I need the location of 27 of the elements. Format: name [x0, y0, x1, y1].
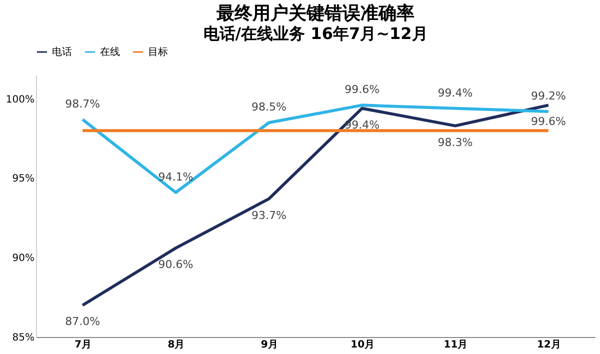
y-tick-label: 100% [6, 94, 34, 106]
x-tick-label: 10月 [350, 340, 375, 350]
x-tick-label: 9月 [260, 340, 278, 350]
data-label: 98.7% [65, 97, 100, 110]
legend-label: 目标 [148, 46, 168, 58]
data-label: 93.7% [251, 208, 286, 222]
data-label: 98.3% [438, 136, 473, 149]
y-tick-label: 95% [12, 174, 34, 185]
x-tick-label: 12月 [536, 340, 561, 350]
x-tick-label: 11月 [444, 340, 468, 350]
data-label: 99.6% [344, 83, 380, 96]
data-label: 98.5% [251, 100, 286, 114]
legend-label: 在线 [100, 46, 120, 58]
data-label: 99.6% [530, 115, 566, 128]
y-tick-label: 85% [12, 332, 34, 344]
x-tick-label: 8月 [168, 340, 185, 350]
x-tick-label: 7月 [74, 340, 92, 350]
chart-title: 最终用户关键错误准确率 [216, 3, 414, 24]
data-label: 99.4% [344, 118, 380, 132]
data-label: 99.2% [530, 90, 566, 103]
data-label: 94.1% [158, 170, 194, 184]
y-tick-label: 90% [12, 253, 34, 264]
data-label: 87.0% [65, 315, 100, 328]
chart-subtitle: 电话/在线业务 16年7月~12月 [203, 24, 428, 43]
data-label: 99.4% [438, 86, 473, 100]
data-label: 90.6% [158, 258, 194, 272]
legend-label: 电话 [52, 46, 72, 58]
